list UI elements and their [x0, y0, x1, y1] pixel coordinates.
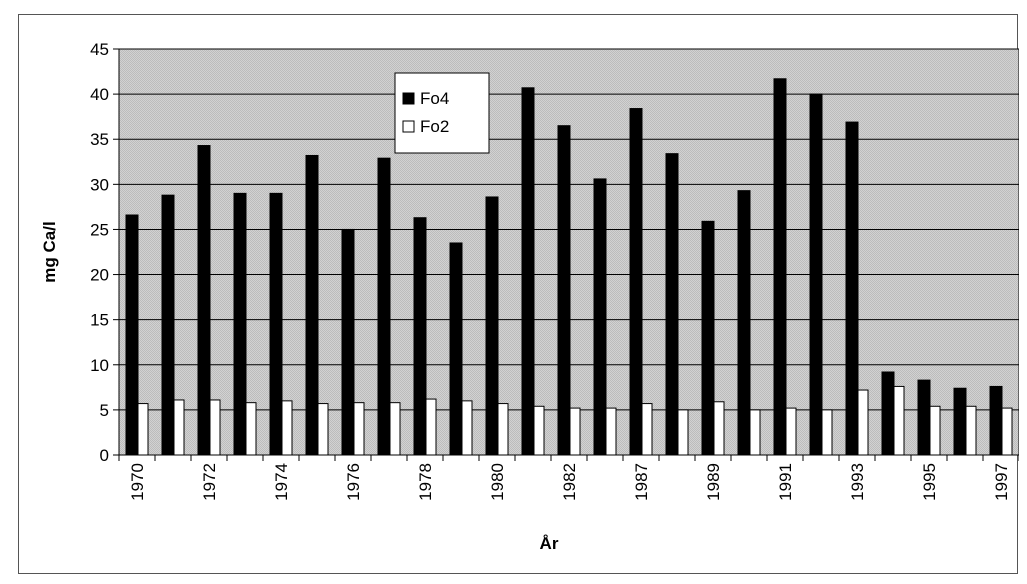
bar-fo2-1976 — [353, 402, 365, 456]
bar-fo4-1982 — [557, 125, 571, 456]
bar-fo2-1990 — [749, 409, 761, 456]
legend-label-fo2: Fo2 — [420, 117, 449, 136]
bar-fo2-1977 — [389, 402, 401, 456]
bar-fo4-1976 — [341, 228, 355, 456]
bar-fo4-1992 — [809, 93, 823, 456]
y-tick-label: 25 — [90, 220, 109, 239]
bars — [125, 78, 1013, 456]
y-tick-label: 20 — [90, 266, 109, 285]
bar-fo4-1993 — [845, 121, 859, 456]
bar-fo4-1987 — [629, 108, 643, 456]
bar-fo4-1981 — [521, 87, 535, 456]
y-tick-label: 5 — [100, 401, 109, 420]
legend-box — [394, 72, 490, 154]
bar-fo4-1979 — [449, 242, 463, 456]
bar-fo4-1995 — [917, 379, 931, 456]
bar-fo2-1972 — [209, 399, 221, 456]
bar-fo4-1974 — [269, 192, 283, 456]
chart-frame: 0 5 10 15 20 25 30 35 40 45 1970 1972 1974 1976 1978 1… — [18, 14, 1019, 574]
bar-fo4-1975 — [305, 154, 319, 456]
bar-fo2-1991 — [785, 407, 797, 456]
x-tick-label: 1970 — [128, 463, 147, 501]
bar-fo2-1992 — [821, 409, 833, 456]
bar-fo2-1993 — [857, 389, 869, 456]
bar-fo2-1983 — [605, 407, 617, 456]
bar-fo4-1980 — [485, 196, 499, 456]
bar-fo4-1983 — [593, 178, 607, 456]
bar-fo2-1970 — [137, 403, 149, 456]
x-tick-label: 1987 — [632, 463, 651, 501]
x-axis-ticks: 1970 1972 1974 1976 1978 1980 1982 1987 1989 1991… — [118, 455, 1019, 501]
bar-fo4-1970 — [125, 214, 139, 456]
bar-fo4-1989 — [701, 220, 715, 456]
bar-fo4-1978 — [413, 217, 427, 456]
y-tick-label: 40 — [90, 85, 109, 104]
x-tick-label: 1980 — [488, 463, 507, 501]
bar-fo2-1979 — [461, 400, 473, 456]
legend-swatch-fo2 — [402, 120, 415, 133]
bar-fo2-1988 — [677, 409, 689, 456]
legend-swatch-fo4 — [402, 92, 415, 105]
bar-fo4-1996 — [953, 387, 967, 456]
x-tick-label: 1989 — [704, 463, 723, 501]
bar-fo2-1994 — [893, 385, 905, 456]
bar-fo2-1981 — [533, 405, 545, 456]
x-tick-label: 1995 — [920, 463, 939, 501]
bar-fo4-1973 — [233, 192, 247, 456]
bar-fo2-1974 — [281, 400, 293, 456]
x-tick-label: 1997 — [992, 463, 1011, 501]
y-tick-label: 35 — [90, 130, 109, 149]
bar-fo4-1997 — [989, 385, 1003, 456]
bar-fo2-1995 — [929, 405, 941, 456]
bar-fo2-1997 — [1001, 407, 1013, 456]
y-axis-title: mg Ca/l — [40, 221, 59, 282]
bar-fo4-1971 — [161, 194, 175, 456]
x-tick-label: 1982 — [560, 463, 579, 501]
bar-fo2-1978 — [425, 398, 437, 456]
legend-label-fo4: Fo4 — [420, 89, 449, 108]
bar-fo4-1994 — [881, 371, 895, 456]
bar-fo2-1973 — [245, 402, 257, 456]
legend: Fo4 Fo2 — [394, 72, 490, 154]
bar-fo4-1972 — [197, 145, 211, 456]
x-axis-title: År — [540, 534, 559, 553]
x-tick-label: 1993 — [848, 463, 867, 501]
bar-fo2-1987 — [641, 403, 653, 456]
bar-fo4-1977 — [377, 157, 391, 456]
bar-fo4-1991 — [773, 78, 787, 456]
y-tick-label: 30 — [90, 175, 109, 194]
x-tick-label: 1974 — [272, 463, 291, 501]
x-tick-label: 1976 — [344, 463, 363, 501]
bar-fo2-1975 — [317, 403, 329, 456]
bar-fo2-1980 — [497, 403, 509, 456]
bar-fo4-1988 — [665, 153, 679, 456]
x-tick-label: 1978 — [416, 463, 435, 501]
bar-fo2-1971 — [173, 399, 185, 456]
bar-fo2-1989 — [713, 401, 725, 456]
x-tick-label: 1972 — [200, 463, 219, 501]
bar-fo4-1990 — [737, 190, 751, 456]
y-tick-label: 45 — [90, 40, 109, 59]
x-tick-label: 1991 — [776, 463, 795, 501]
y-tick-label: 0 — [100, 446, 109, 465]
bar-fo2-1996 — [965, 405, 977, 456]
y-tick-label: 15 — [90, 311, 109, 330]
bar-fo2-1982 — [569, 407, 581, 456]
y-axis-ticks: 0 5 10 15 20 25 30 35 40 45 — [90, 40, 119, 465]
y-tick-label: 10 — [90, 356, 109, 375]
